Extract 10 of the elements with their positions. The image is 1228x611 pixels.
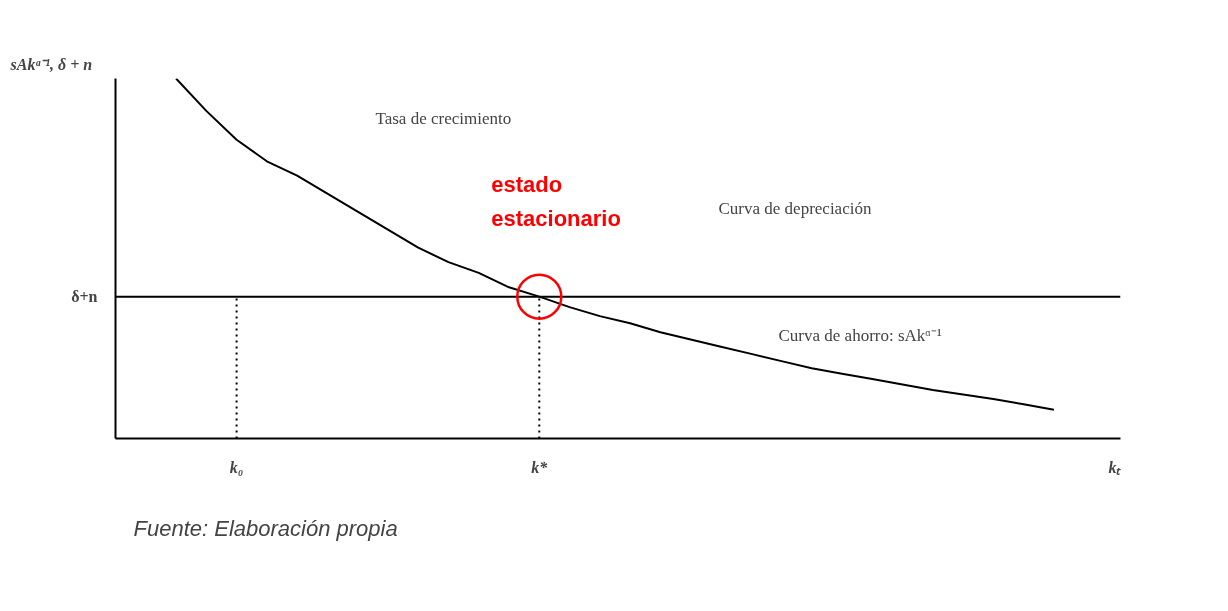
annotation: estado estacionario [491, 172, 621, 232]
x-tick-label: k* [531, 458, 549, 476]
annotation: Curva de depreciación [718, 199, 872, 218]
source-note: Fuente: Elaboración propia [133, 515, 398, 541]
y-axis-title: sAkᵅ⁻¹, δ + n [9, 55, 93, 73]
ref-line-label: δ+n [71, 288, 98, 306]
annotation: Curva de ahorro: sAkᵅ⁻¹ [778, 326, 942, 345]
annotation: Tasa de crecimiento [375, 109, 512, 128]
x-tick-label: k₀ [229, 458, 244, 476]
x-tick-label: kₜ [1108, 458, 1122, 476]
